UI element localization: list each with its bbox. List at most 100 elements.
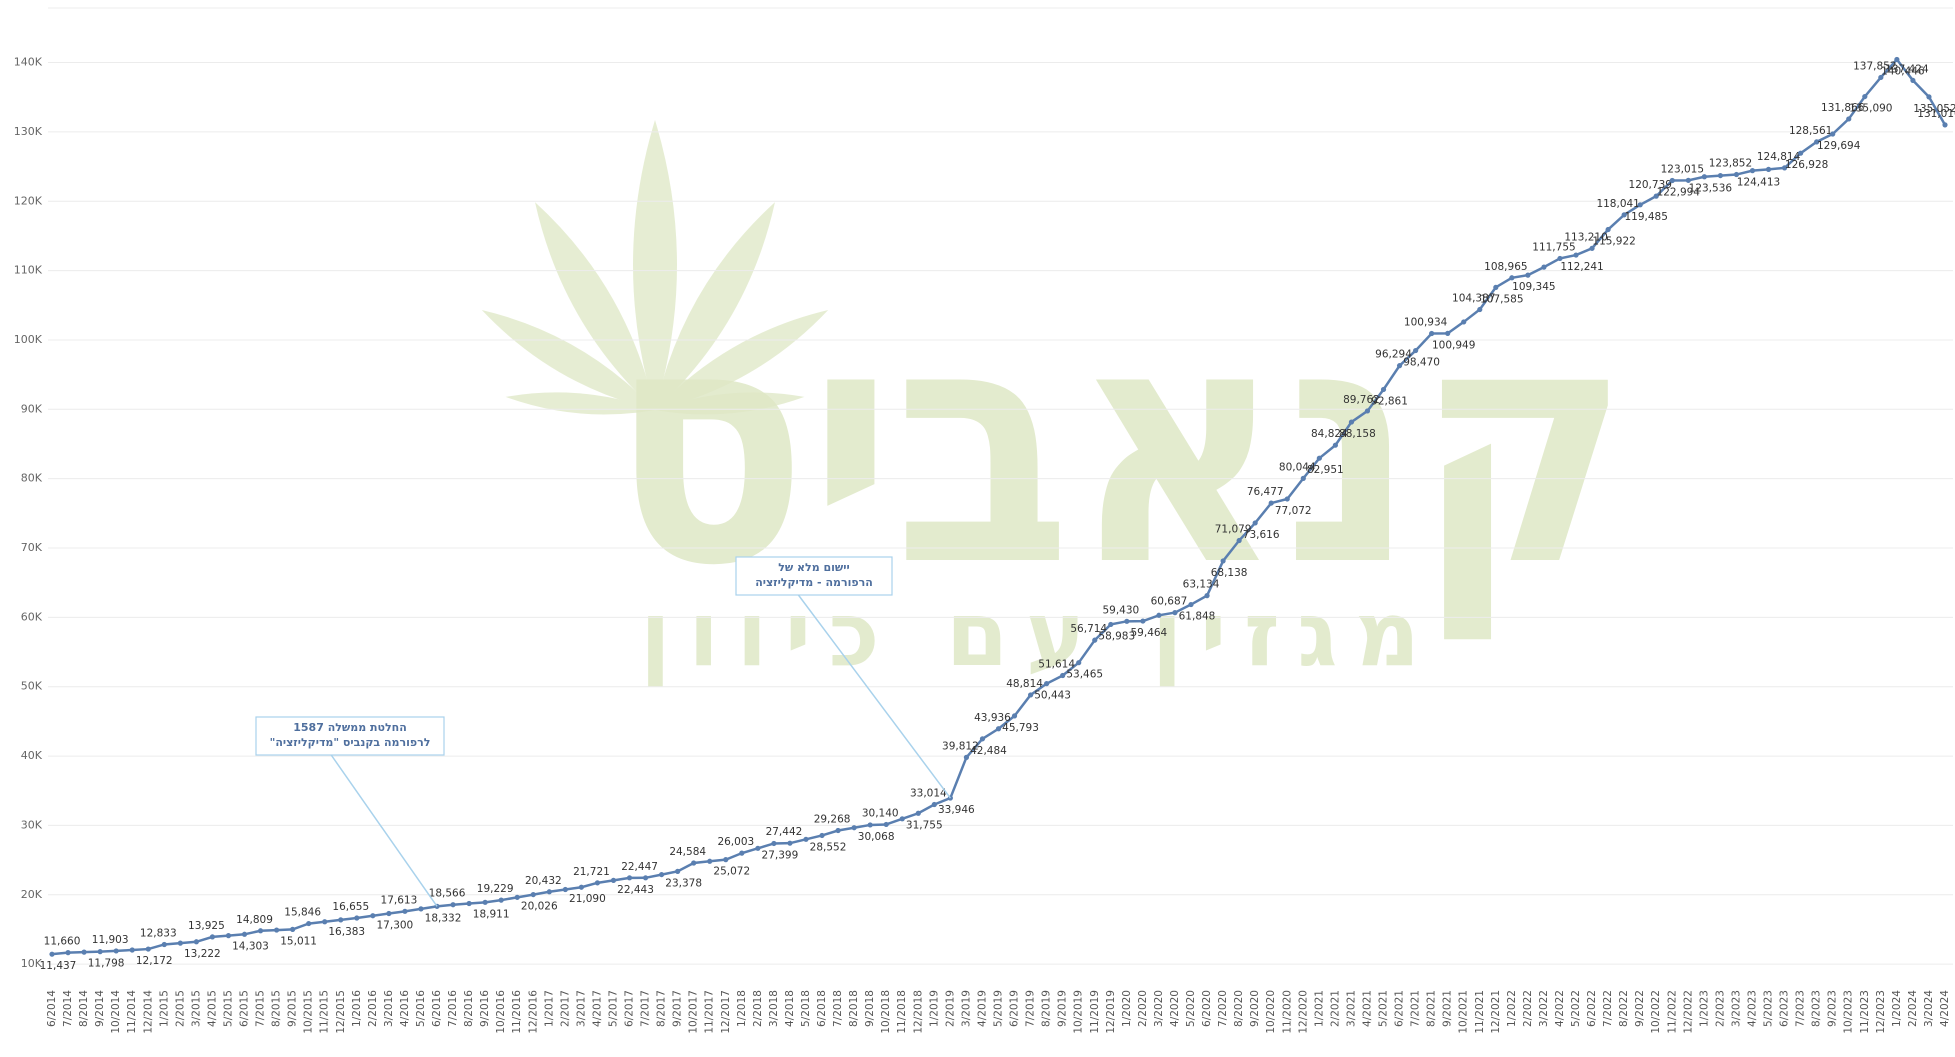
x-tick-label: 10/2016: [495, 990, 507, 1034]
point: [707, 858, 713, 864]
data-label: 21,090: [569, 893, 606, 905]
point: [402, 908, 408, 914]
x-tick-label: 10/2022: [1650, 990, 1662, 1034]
data-label: 50,443: [1034, 690, 1071, 702]
x-tick-label: 6/2016: [431, 990, 443, 1027]
data-label: 16,655: [332, 901, 369, 913]
data-label: 123,852: [1709, 158, 1752, 170]
x-tick-label: 8/2023: [1811, 990, 1823, 1027]
point: [1653, 193, 1659, 199]
data-label: 59,464: [1131, 627, 1168, 639]
data-label: 135,052: [1913, 103, 1955, 115]
data-label: 31,755: [906, 819, 943, 831]
x-tick-label: 9/2020: [1249, 990, 1261, 1027]
x-tick-label: 11/2022: [1666, 990, 1678, 1034]
point: [1429, 330, 1435, 337]
point: [915, 810, 921, 816]
data-label: 18,911: [473, 908, 510, 920]
point: [931, 801, 937, 808]
point: [1220, 558, 1226, 564]
data-label: 18,332: [425, 912, 462, 924]
x-tick-label: 2/2017: [559, 990, 571, 1027]
data-label: 23,378: [665, 877, 702, 889]
data-label: 33,014: [910, 788, 947, 800]
y-tick-label: 30K: [21, 818, 43, 831]
data-label: 76,477: [1247, 486, 1284, 498]
point: [1765, 166, 1772, 172]
y-tick-label: 90K: [21, 402, 43, 415]
plot: 11,437 11,660 11,798 11,903 12,172 12,833 13,2…: [40, 56, 1955, 972]
point: [1926, 94, 1932, 100]
x-tick-label: 10/2023: [1843, 990, 1855, 1034]
x-tick-label: 2/2023: [1714, 990, 1726, 1027]
point: [482, 899, 488, 905]
point: [723, 857, 729, 863]
x-tick-label: 7/2016: [447, 990, 459, 1027]
y-tick-label: 110K: [14, 264, 43, 277]
point: [1252, 520, 1258, 526]
x-tick-label: 9/2019: [1057, 990, 1069, 1027]
point: [370, 913, 376, 919]
point: [530, 891, 536, 898]
point: [594, 880, 601, 886]
data-label: 71,079: [1215, 524, 1252, 536]
x-tick-label: 8/2016: [463, 990, 475, 1027]
x-tick-label: 5/2017: [607, 990, 619, 1027]
point: [691, 860, 697, 866]
x-tick-label: 11/2020: [1281, 990, 1293, 1034]
x-tick-label: 5/2018: [800, 990, 812, 1027]
data-label: 42,484: [970, 745, 1007, 757]
x-tick-label: 10/2019: [1073, 990, 1085, 1034]
annotation-arrow: [330, 754, 438, 907]
point: [675, 868, 681, 874]
data-label: 18,566: [429, 888, 466, 900]
x-tick-label: 12/2021: [1490, 990, 1502, 1034]
leaf-leaflet: [535, 202, 655, 410]
point: [546, 889, 552, 895]
point: [1477, 306, 1483, 313]
x-tick-label: 12/2023: [1875, 990, 1887, 1034]
x-tick-label: 1/2015: [158, 990, 170, 1027]
y-tick-label: 10K: [21, 957, 43, 970]
data-label: 45,793: [1002, 722, 1039, 734]
x-tick-label: 4/2022: [1554, 990, 1566, 1027]
point: [1316, 455, 1322, 461]
x-tick-label: 1/2021: [1313, 990, 1325, 1027]
x-tick-label: 11/2017: [704, 990, 716, 1034]
point: [1188, 601, 1194, 608]
x-tick-label: 5/2023: [1763, 990, 1775, 1027]
point: [1124, 618, 1130, 624]
data-label: 27,399: [762, 849, 799, 861]
point: [1445, 330, 1451, 336]
point: [338, 917, 344, 923]
x-tick-label: 11/2023: [1859, 990, 1871, 1034]
point: [851, 825, 857, 831]
data-label: 123,015: [1661, 163, 1704, 175]
point: [1685, 177, 1691, 183]
point: [1236, 537, 1242, 544]
annotation-text: החלטת ממשלה 1587: [293, 721, 407, 734]
point: [979, 736, 986, 742]
point: [1076, 660, 1082, 666]
x-tick-label: 3/2019: [960, 990, 972, 1027]
x-tick-label: 9/2018: [864, 990, 876, 1027]
data-label: 56,714: [1070, 623, 1107, 635]
point: [1942, 122, 1948, 128]
point: [514, 894, 520, 900]
point: [1798, 150, 1804, 156]
x-tick-label: 7/2020: [1217, 990, 1229, 1027]
point: [1910, 77, 1916, 84]
point: [867, 822, 873, 828]
x-tick-label: 2/2024: [1907, 990, 1919, 1027]
x-tick-label: 2/2018: [752, 990, 764, 1027]
annotation-text: הרפורמה - מדיקליזציה: [755, 576, 873, 589]
point: [129, 947, 135, 953]
x-tick-label: 4/2019: [976, 990, 988, 1027]
point: [1862, 93, 1868, 100]
point: [1140, 618, 1146, 624]
point: [113, 948, 119, 954]
annotation: יישום מלא של הרפורמה - מדיקליזציה: [735, 556, 951, 799]
x-tick-label: 7/2018: [832, 990, 844, 1027]
point: [1380, 386, 1387, 393]
point: [177, 940, 183, 946]
